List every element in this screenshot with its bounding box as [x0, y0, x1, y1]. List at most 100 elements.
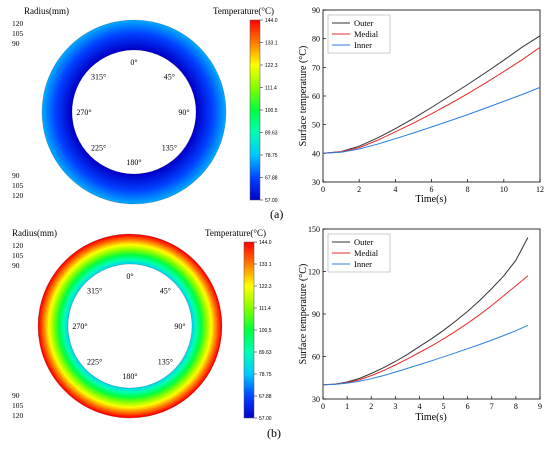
series-line-inner [322, 86, 541, 154]
radius-tick: 90 [12, 39, 20, 48]
x-tick-label: 3 [393, 402, 397, 411]
angle-label: 270° [76, 108, 91, 117]
ylabel-a: Surface temperature (°C) [298, 46, 309, 147]
y-tick-label: 60 [312, 353, 320, 362]
colorbar-tick-label: 122.3 [259, 284, 272, 290]
radius-tick: 90 [12, 171, 20, 180]
panel-label-a: (a) [270, 207, 283, 221]
radius-label-b: Radius(mm) [12, 228, 57, 238]
x-tick-label: 4 [393, 185, 397, 194]
y-tick-label: 150 [308, 225, 320, 234]
radius-ticks-a-top: 120 105 90 [12, 19, 24, 48]
colorbar-a [249, 19, 261, 201]
x-tick-label: 12 [536, 185, 544, 194]
angle-label: 180° [126, 158, 141, 167]
legend-entry: Outer [354, 237, 374, 247]
legend-entry: Medial [354, 29, 379, 39]
series-line-inner [322, 324, 529, 386]
angle-labels-a: 0° 45° 90° 135° 180° 225° 270° 315° [76, 58, 189, 167]
x-tick-label: 4 [417, 402, 421, 411]
angle-label: 270° [72, 322, 87, 331]
angle-label: 0° [126, 272, 133, 281]
x-tick-label: 0 [321, 402, 325, 411]
radius-tick: 105 [12, 29, 24, 38]
radius-ticks-b-bottom: 90 105 120 [12, 391, 24, 420]
temperature-ring-a [41, 19, 227, 205]
x-tick-label: 10 [500, 185, 508, 194]
colorbar-tick-label: 89.63 [259, 350, 272, 356]
angle-label: 225° [91, 143, 106, 152]
radius-tick: 90 [12, 261, 20, 270]
colorbar-tick-label: 57.00 [259, 416, 272, 422]
legend-entry: Outer [354, 18, 374, 28]
radius-label-a: Radius(mm) [24, 6, 69, 16]
radius-ticks-a-bottom: 90 105 120 [12, 171, 24, 200]
legend-entry: Medial [354, 248, 379, 258]
colorbar-tick-label: 67.88 [259, 394, 272, 400]
y-tick-label: 60 [312, 92, 320, 101]
angle-label: 135° [162, 143, 177, 152]
colorbar-title-b: Temperature(°C) [205, 228, 266, 238]
angle-label: 225° [87, 357, 102, 366]
x-tick-label: 7 [490, 402, 494, 411]
temperature-ring-b [37, 233, 223, 419]
colorbar-tick-label: 111.4 [259, 306, 271, 312]
colorbar-ticks-b: 144.0 133.1 122.3 111.4 100.5 89.63 78.75 67.88… [254, 240, 272, 422]
xlabel-b: Time(s) [415, 412, 446, 423]
x-tick-label: 1 [345, 402, 349, 411]
colorbar-tick-label: 67.88 [265, 176, 278, 182]
radius-tick: 120 [12, 19, 24, 28]
colorbar-tick-label: 133.1 [259, 262, 272, 268]
colorbar-b [243, 241, 255, 419]
x-tick-label: 8 [514, 402, 518, 411]
radius-tick: 105 [12, 401, 24, 410]
legend-entry: Inner [354, 259, 372, 269]
ring-inner-hole [71, 49, 197, 175]
ring-outer-edge [41, 19, 227, 205]
colorbar-tick-label: 144.0 [265, 18, 278, 24]
colorbar-tick-label: 122.3 [265, 63, 278, 69]
angle-label: 90° [174, 322, 185, 331]
ylabel-b: Surface temperature (°C) [298, 264, 309, 365]
radius-tick: 105 [12, 251, 24, 260]
panel-b-ring-plot: Radius(mm) 120 105 90 90 105 120 0° 45° 90… [12, 228, 223, 420]
angle-label: 45° [160, 287, 171, 296]
x-tick-label: 0 [321, 185, 325, 194]
panel-b-colorbar: Temperature(°C) 144.0 133.1 122.3 111.4 100.… [205, 228, 272, 422]
radius-tick: 105 [12, 181, 24, 190]
colorbar-tick-label: 100.5 [265, 108, 278, 114]
ring-outer-edge [37, 233, 223, 419]
y-tick-label: 90 [312, 310, 320, 319]
y-tick-label: 30 [312, 395, 320, 404]
series-line-outer [322, 237, 529, 386]
colorbar-tick-label: 100.5 [259, 328, 272, 334]
radius-tick: 90 [12, 391, 20, 400]
y-tick-label: 70 [312, 63, 320, 72]
series-line-medial [322, 46, 541, 154]
colorbar-tick-label: 57.00 [265, 198, 278, 204]
x-tick-label: 8 [466, 185, 470, 194]
legend-entry: Inner [354, 40, 372, 50]
x-tick-label: 6 [430, 185, 434, 194]
panel-a-ring-plot: Radius(mm) 120 105 90 90 105 120 0° 45° 90… [12, 6, 227, 205]
y-tick-label: 30 [312, 178, 320, 187]
colorbar-tick-label: 89.63 [265, 131, 278, 137]
y-tick-label: 120 [308, 268, 320, 277]
panel-a-line-chart: 0 2 4 6 8 10 12 30 40 50 60 70 80 90 OuterMedialInner… [298, 6, 544, 205]
y-tick-label: 40 [312, 149, 320, 158]
angle-label: 135° [158, 357, 173, 366]
angle-label: 0° [130, 58, 137, 67]
radius-tick: 120 [12, 411, 24, 420]
radius-ticks-b-top: 120 105 90 [12, 241, 24, 270]
x-tick-label: 5 [442, 402, 446, 411]
y-tick-label: 50 [312, 121, 320, 130]
colorbar-tick-label: 111.4 [265, 86, 277, 92]
colorbar-ticks-a: 144.0 133.1 122.3 111.4 100.5 89.63 78.75 67.88… [260, 18, 278, 204]
angle-label: 180° [122, 372, 137, 381]
panel-a-colorbar: Temperature(°C) 144.0 133.1 122.3 111.4 100.… [213, 6, 278, 204]
xlabel-a: Time(s) [415, 194, 446, 205]
x-tick-label: 9 [538, 402, 542, 411]
x-tick-label: 2 [369, 402, 373, 411]
